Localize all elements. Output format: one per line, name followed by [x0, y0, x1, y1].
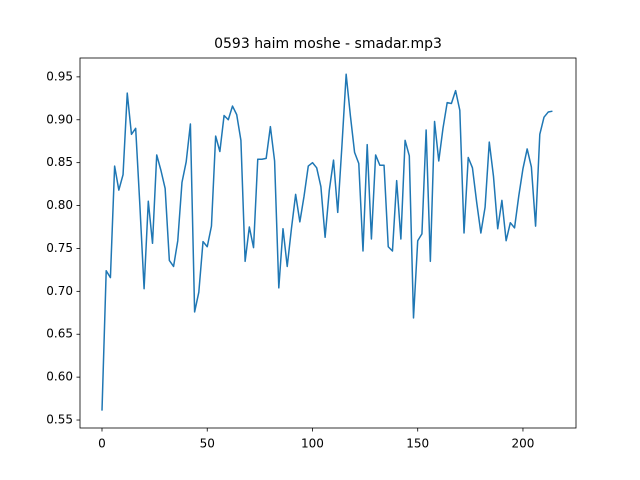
y-tick-label: 0.85: [46, 155, 73, 169]
x-tick-label: 150: [406, 437, 429, 451]
y-tick-label: 0.75: [46, 241, 73, 255]
y-tick-label: 0.95: [46, 69, 73, 83]
chart-title: 0593 haim moshe - smadar.mp3: [214, 36, 442, 52]
y-tick-label: 0.55: [46, 413, 73, 427]
plot-frame: [79, 57, 577, 429]
x-tick-label: 200: [512, 437, 535, 451]
y-tick-label: 0.60: [46, 370, 73, 384]
y-tick-label: 0.90: [46, 112, 73, 126]
x-tick-label: 50: [200, 437, 215, 451]
x-tick-label: 0: [98, 437, 106, 451]
x-tick-label: 100: [301, 437, 324, 451]
line: [101, 73, 553, 411]
y-tick-label: 0.70: [46, 284, 73, 298]
y-tick-label: 0.80: [46, 198, 73, 212]
y-tick-label: 0.65: [46, 327, 73, 341]
